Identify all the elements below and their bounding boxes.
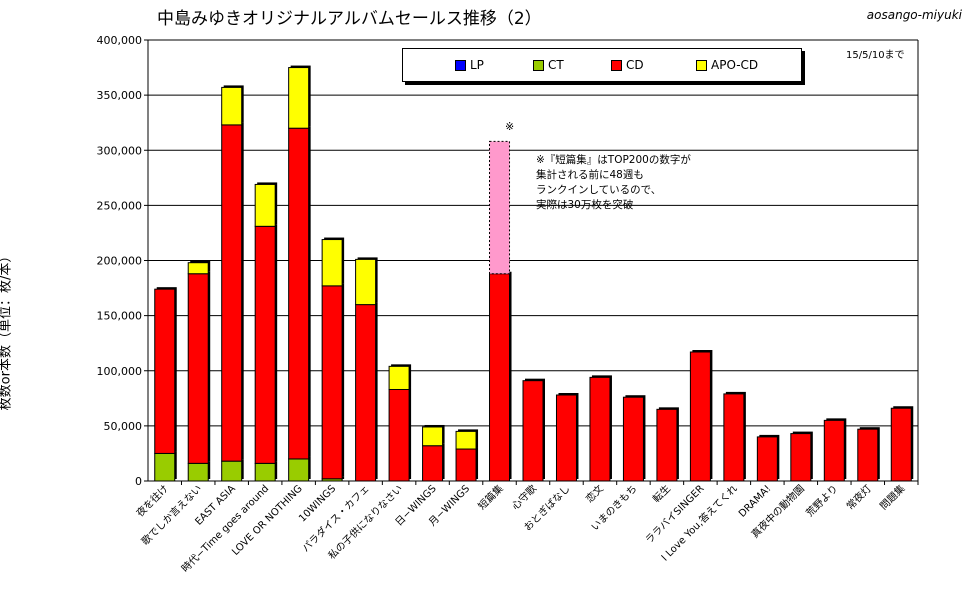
bar-segment-apo-cd — [388, 365, 410, 390]
y-tick-label: 100,000 — [97, 365, 143, 378]
bar-segment-cd — [422, 445, 444, 482]
y-tick-label: 350,000 — [97, 89, 143, 102]
annotation-line: ※『短篇集』はTOP200の数字が — [536, 154, 691, 166]
y-tick-label: 0 — [135, 475, 142, 488]
bar-segment-cd — [254, 225, 276, 464]
x-tick-label: 短篇集 — [475, 482, 505, 512]
bar-segment-apo-cd — [321, 239, 343, 287]
bar-segment-cd — [589, 376, 611, 482]
legend-label-cd: CD — [626, 58, 644, 72]
bar-segment-apo-cd — [455, 430, 477, 450]
author-credit: aosango-miyuki — [866, 8, 962, 22]
x-tick-label: ララバイSINGER — [643, 483, 706, 546]
y-tick-label: 150,000 — [97, 310, 143, 323]
bar-segment-cd — [890, 407, 912, 482]
bar-segment-cd — [455, 448, 477, 482]
annotation-line: 実際は30万枚を突破 — [536, 199, 634, 211]
bar-segment-apo-cd — [221, 86, 243, 126]
bar-segment-cd — [622, 396, 644, 482]
bar-segment-cd — [489, 273, 511, 482]
bar-segment-cd — [522, 380, 544, 482]
annotation-mark: ※ — [505, 120, 515, 133]
bar-segment-cd — [555, 394, 577, 482]
bar-segment-cd — [656, 408, 678, 482]
x-tick-label: 常夜灯 — [843, 482, 873, 512]
y-tick-label: 300,000 — [97, 144, 143, 157]
legend-item-cd: CD — [611, 58, 644, 72]
bar-segment-apo-cd — [254, 183, 276, 227]
legend-item-apo-cd: APO-CD — [696, 58, 758, 72]
bar-segment-cd — [321, 285, 343, 480]
bar-segment-ct — [154, 452, 176, 482]
as-of-date: 15/5/10まで — [846, 50, 905, 61]
x-tick-label: 歌でしか言えない — [139, 482, 205, 548]
bar-segment-cd — [154, 288, 176, 454]
annotation-line: 集計される前に48週も — [536, 169, 644, 181]
axes — [144, 39, 919, 485]
bar-segment-cd — [790, 433, 812, 482]
bar-segment-cd — [187, 273, 209, 464]
legend-swatch-apo-cd — [696, 59, 707, 71]
bar-segment-apo-cd — [422, 426, 444, 447]
bar-segment-cd — [723, 393, 745, 482]
x-tick-label: 恋文 — [583, 482, 606, 505]
bar-group — [154, 65, 914, 482]
y-tick-label: 400,000 — [97, 34, 143, 47]
x-tick-label: 転生 — [650, 482, 673, 505]
bar-segment-apo-cd — [355, 258, 377, 306]
bar-segment-ct — [254, 462, 276, 482]
legend-label-apo-cd: APO-CD — [711, 58, 759, 72]
y-tick-labels: 0 50,000 100,000 150,000 200,000 250,000 300,0… — [97, 34, 143, 488]
bar-segment-cd — [288, 127, 310, 460]
annotation-line: ランクインしているので、 — [536, 184, 662, 196]
bar-segment-cd — [857, 428, 879, 482]
y-tick-label: 50,000 — [104, 420, 143, 433]
bar-segment-cd — [823, 419, 845, 482]
bar-segment-apo-cd — [288, 67, 310, 129]
bar-segment-cd — [221, 124, 243, 462]
legend-item-lp: LP — [455, 58, 484, 72]
annotation-note: ※『短篇集』はTOP200の数字が 集計される前に48週も ランクインしているの… — [536, 153, 691, 213]
legend-item-ct: CT — [533, 58, 564, 72]
bar-segment-cd — [355, 304, 377, 482]
x-tick-label: 問題集 — [877, 482, 907, 512]
y-axis-label: 枚数or本数（単位：枚/本） — [0, 249, 14, 411]
bar-segment-estimate — [489, 140, 511, 275]
legend-label-lp: LP — [470, 58, 484, 72]
y-tick-label: 250,000 — [97, 199, 143, 212]
y-tick-label: 200,000 — [97, 255, 143, 268]
bar-segment-cd — [756, 436, 778, 482]
bar-segment-cd — [689, 351, 711, 482]
bar-segment-ct — [221, 460, 243, 482]
x-tick-label: 荒野より — [804, 483, 841, 520]
legend-swatch-cd — [611, 59, 622, 71]
bar-segment-apo-cd — [187, 262, 209, 275]
bar-segment-ct — [187, 462, 209, 482]
legend-swatch-ct — [533, 59, 544, 71]
x-tick-label: 心守歌 — [509, 482, 539, 512]
legend-swatch-lp — [455, 59, 466, 71]
chart-title: 中島みゆきオリジナルアルバムセールス推移（2） — [157, 9, 542, 29]
legend: LP CT CD APO-CD — [402, 48, 802, 82]
bar-segment-cd — [388, 388, 410, 482]
legend-label-ct: CT — [548, 58, 564, 72]
bar-segment-ct — [288, 458, 310, 482]
